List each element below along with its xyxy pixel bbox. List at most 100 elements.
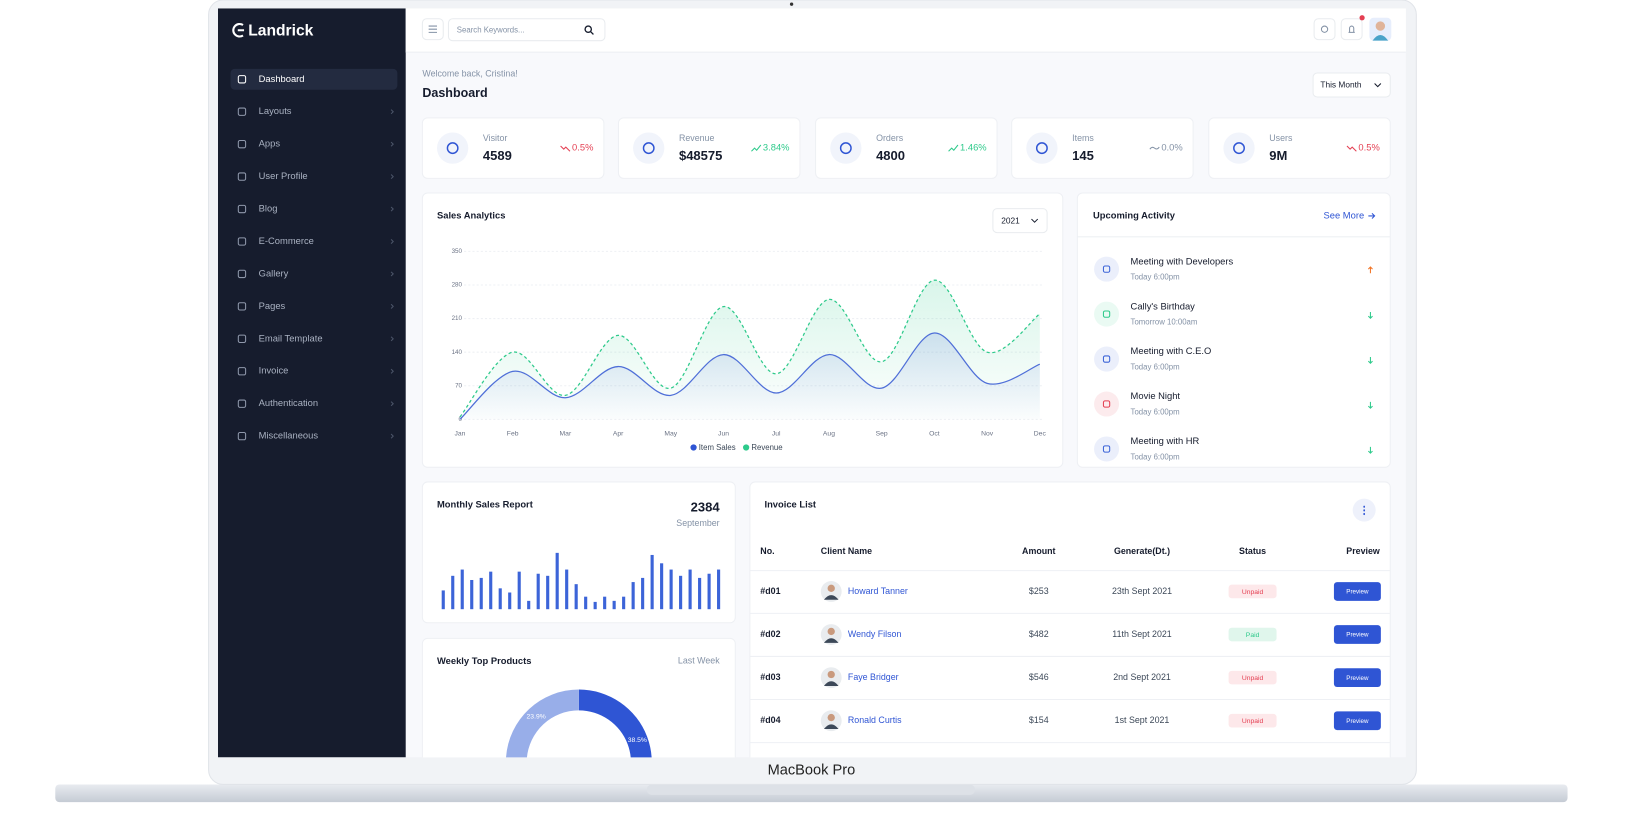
menu-item[interactable]: Dashboard	[259, 74, 305, 84]
menu-chevron	[390, 239, 394, 244]
invoice-no: #d04	[760, 715, 780, 725]
donut-label: 38.5%	[628, 737, 647, 744]
settings-icon	[1320, 25, 1329, 33]
x-tick-label: Jan	[454, 431, 465, 438]
client-avatar-face	[827, 670, 835, 679]
menu-chevron	[390, 433, 394, 439]
activity-title: Meeting with Developers	[1131, 256, 1234, 266]
settings-button[interactable]	[1313, 18, 1336, 41]
card-title: Sales Analytics	[437, 210, 505, 220]
bar	[622, 596, 626, 610]
activity-time: Today 6:00pm	[1131, 407, 1180, 416]
card-title: Upcoming Activity	[1093, 210, 1176, 220]
menu-icon	[237, 399, 247, 408]
menu-item[interactable]: E-Commerce	[259, 236, 314, 246]
x-tick-label: Mar	[560, 431, 572, 438]
search-placeholder: Search Keywords...	[457, 25, 525, 34]
client-name[interactable]: Ronald Curtis	[848, 715, 902, 725]
menu-item[interactable]: Apps	[259, 139, 281, 149]
avatar-body	[1372, 34, 1389, 41]
sidebar	[217, 8, 406, 758]
stat-icon-bg	[436, 132, 469, 164]
client-name[interactable]: Faye Bridger	[848, 672, 899, 682]
stat-card	[1208, 117, 1391, 179]
activity-icon-bg	[1094, 391, 1120, 417]
monthly-month: September	[676, 518, 719, 528]
x-tick-label: Sep	[876, 431, 888, 438]
arrow-icon	[1368, 212, 1376, 219]
period-text: This Month	[1320, 80, 1362, 90]
notification-button[interactable]	[1340, 18, 1363, 41]
bar	[612, 600, 616, 610]
activity-trend	[1367, 446, 1373, 454]
menu-item[interactable]: User Profile	[259, 171, 308, 181]
device-label: MacBook Pro	[768, 763, 856, 779]
stat-icon-bg	[1026, 132, 1058, 164]
bar	[470, 579, 474, 610]
bar	[717, 569, 721, 610]
menu-chevron	[390, 109, 394, 115]
stat-card	[815, 117, 998, 179]
bar	[679, 575, 683, 610]
activity-time: Tomorrow 10:00am	[1131, 317, 1198, 326]
year-select[interactable]	[992, 208, 1048, 234]
preview-button[interactable]	[1333, 711, 1381, 731]
menu-item[interactable]: Authentication	[259, 398, 318, 408]
stat-label: Users	[1269, 133, 1293, 143]
preview-button[interactable]	[1333, 668, 1381, 688]
client-avatar-face	[827, 627, 835, 636]
preview-button[interactable]	[1333, 582, 1381, 601]
stat-label: Revenue	[679, 133, 715, 143]
menu-icon	[237, 204, 247, 214]
menu-icon	[237, 334, 247, 343]
invoice-no: #d03	[760, 672, 780, 682]
stat-value: 4800	[876, 148, 905, 163]
bar	[536, 573, 540, 610]
brand: Landrick	[248, 22, 313, 39]
status-badge	[1228, 627, 1277, 642]
table-header: No.	[760, 546, 774, 556]
stat-change: 3.84%	[763, 143, 790, 153]
bar	[669, 569, 673, 610]
donut-segment	[578, 689, 652, 758]
amount: $154	[1029, 715, 1049, 725]
period-select[interactable]	[1312, 72, 1391, 98]
stat-value: $48575	[679, 148, 722, 163]
menu-item[interactable]: Blog	[259, 204, 278, 214]
menu-item[interactable]: Email Template	[259, 333, 323, 343]
bar	[707, 573, 711, 610]
y-tick-label: 350	[452, 248, 463, 255]
bar	[603, 596, 607, 610]
preview-button[interactable]	[1333, 625, 1381, 644]
client-name[interactable]: Wendy Filson	[848, 629, 902, 639]
menu-item[interactable]: Pages	[259, 301, 286, 311]
client-name[interactable]: Howard Tanner	[848, 586, 908, 596]
search-icon	[584, 25, 593, 34]
activity-trend	[1367, 266, 1373, 274]
invoice-card	[749, 481, 1391, 758]
search-box[interactable]	[447, 18, 606, 42]
menu-item[interactable]: Gallery	[259, 268, 289, 278]
bar	[517, 571, 521, 610]
legend-swatch	[742, 444, 750, 451]
stat-label: Items	[1072, 133, 1094, 143]
weekly-period: Last Week	[678, 656, 720, 666]
menu-chevron	[390, 174, 394, 180]
bar	[574, 584, 578, 610]
menu-item[interactable]: Layouts	[259, 106, 292, 116]
stat-label: Orders	[876, 133, 904, 143]
stat-icon	[446, 142, 459, 155]
activity-title: Cally's Birthday	[1131, 301, 1196, 311]
series-line	[459, 279, 1041, 418]
y-tick-label: 140	[452, 349, 463, 356]
stat-card	[421, 117, 605, 179]
legend-label: Item Sales	[699, 443, 736, 452]
bar	[593, 601, 597, 610]
bar	[441, 590, 445, 610]
menu-icon	[237, 107, 247, 116]
menu-item[interactable]: Invoice	[259, 366, 289, 376]
see-more-link[interactable]: See More	[1324, 210, 1365, 220]
menu-item[interactable]: Miscellaneous	[259, 431, 319, 441]
menu-icon	[237, 75, 247, 84]
